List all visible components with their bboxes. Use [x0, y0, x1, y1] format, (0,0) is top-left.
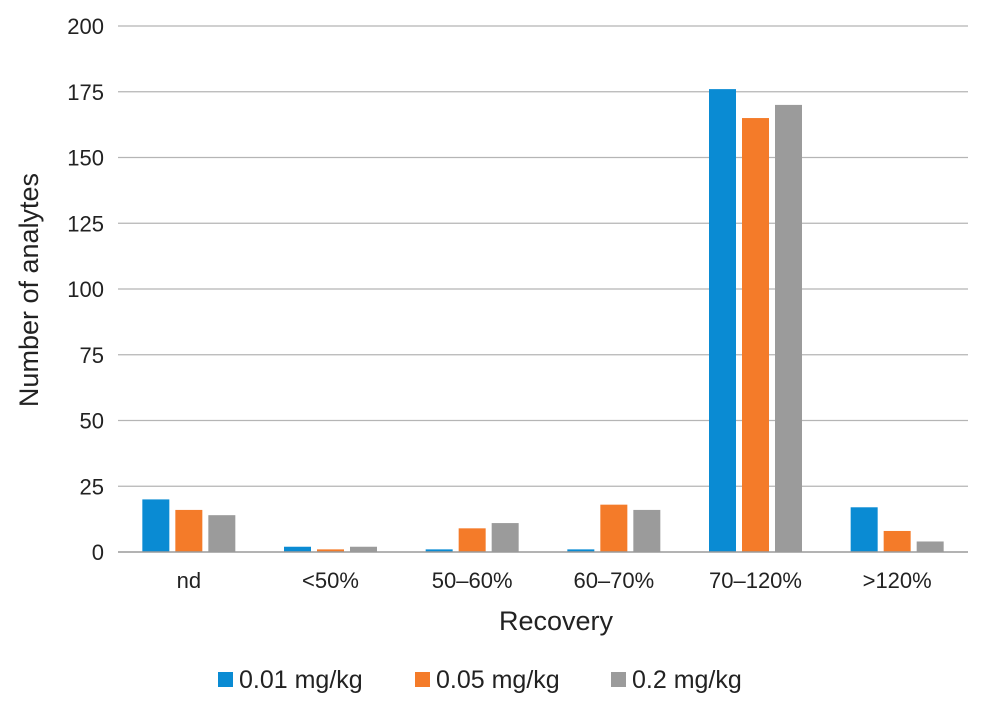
y-tick-label: 150 [67, 146, 104, 171]
y-tick-label: 0 [92, 540, 104, 565]
x-axis-title: Recovery [499, 606, 614, 636]
y-tick-label: 25 [80, 474, 104, 499]
y-tick-labels: 0 25 50 75 100 125 150 175 200 [67, 14, 104, 565]
bar [709, 89, 736, 553]
bar [491, 523, 519, 552]
x-tick-label: <50% [302, 568, 359, 593]
y-axis-title: Number of analytes [14, 173, 44, 407]
bar [458, 528, 486, 552]
bar [633, 509, 661, 552]
legend-label: 0.05 mg/kg [436, 666, 560, 694]
legend-label: 0.2 mg/kg [632, 666, 742, 694]
y-tick-label: 75 [80, 343, 104, 368]
legend-swatch [415, 672, 430, 687]
bars [142, 89, 944, 553]
y-tick-label: 50 [80, 409, 104, 434]
x-tick-label: 50–60% [432, 568, 513, 593]
bar [175, 509, 203, 552]
y-tick-label: 200 [67, 14, 104, 39]
gridlines [118, 25, 968, 487]
legend-swatch [218, 672, 233, 687]
legend: 0.01 mg/kg 0.05 mg/kg 0.2 mg/kg [218, 666, 742, 694]
y-tick-label: 100 [67, 277, 104, 302]
bar [317, 549, 344, 552]
bar [208, 515, 236, 552]
bar [850, 507, 878, 552]
x-tick-label: 70–120% [709, 568, 802, 593]
bar [775, 104, 802, 553]
bar [425, 549, 453, 552]
bar [142, 499, 170, 552]
legend-label: 0.01 mg/kg [239, 666, 363, 694]
bar [600, 504, 628, 552]
x-tick-label: nd [177, 568, 201, 593]
legend-swatch [611, 672, 626, 687]
y-tick-label: 125 [67, 211, 104, 236]
bar [883, 530, 911, 552]
x-tick-label: 60–70% [573, 568, 654, 593]
bar [350, 546, 377, 552]
y-tick-label: 175 [67, 80, 104, 105]
bar [916, 541, 944, 552]
bar [567, 549, 595, 552]
x-tick-labels: nd <50% 50–60% 60–70% 70–120% >120% [177, 568, 932, 593]
bar [742, 118, 769, 553]
bar [284, 546, 311, 552]
x-tick-label: >120% [863, 568, 932, 593]
